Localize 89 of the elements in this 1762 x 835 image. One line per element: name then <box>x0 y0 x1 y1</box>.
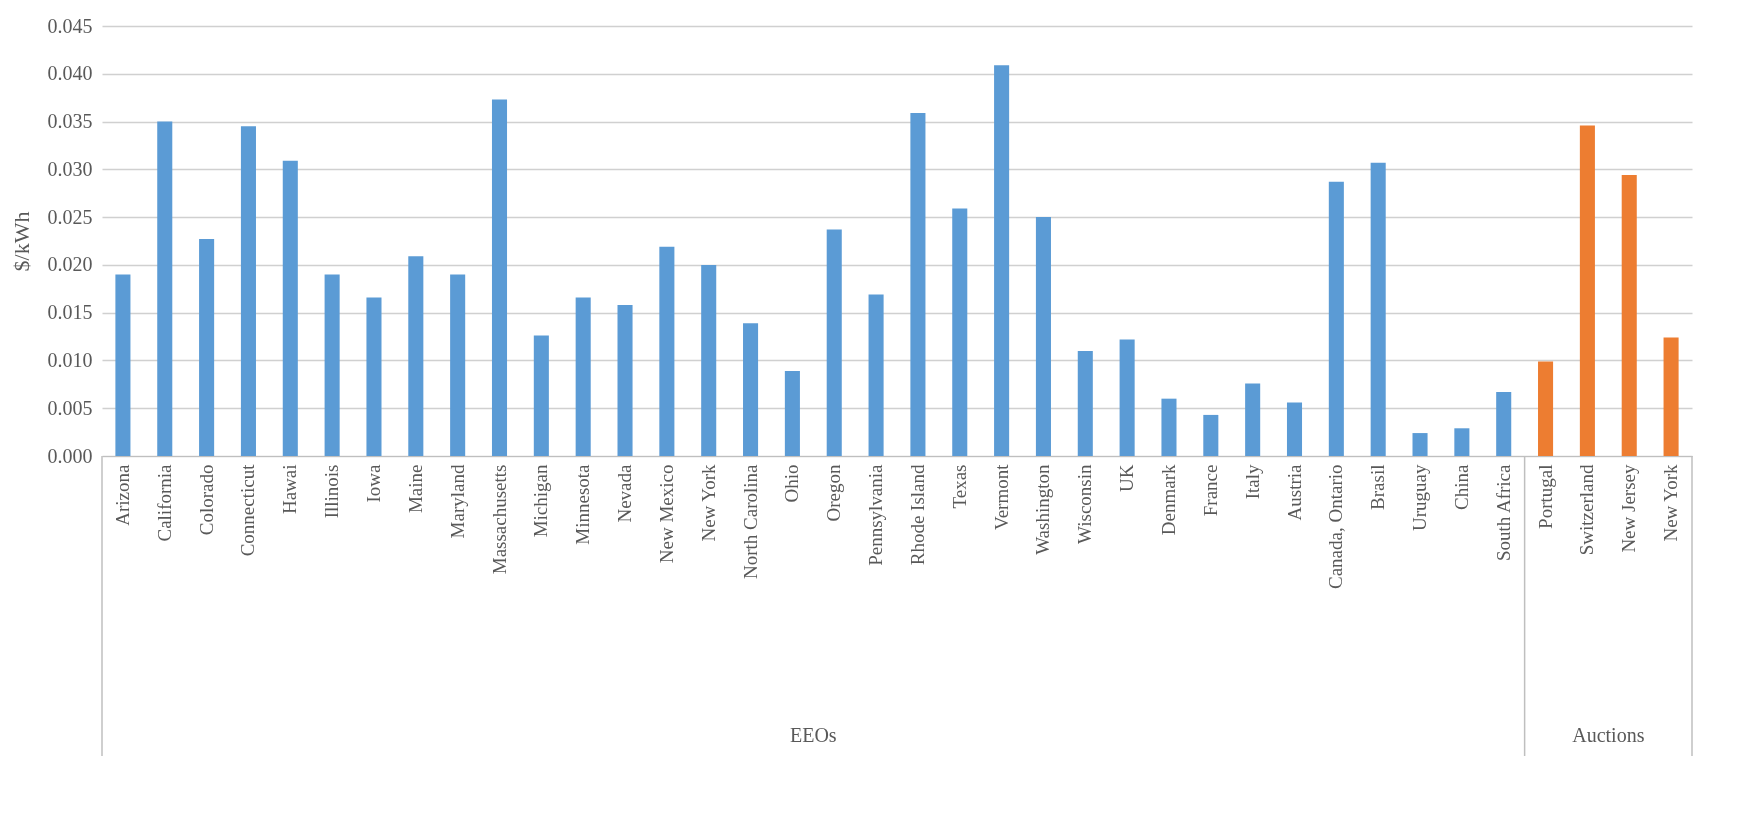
bar <box>784 370 800 456</box>
bar <box>617 305 633 456</box>
x-tick-label: France <box>1199 464 1221 517</box>
x-tick-label: Nevada <box>614 463 636 523</box>
bar <box>1119 339 1135 456</box>
text: Auctions <box>1572 724 1645 746</box>
x-tick-label: Arizona <box>111 463 133 526</box>
y-tick-label: 0.020 <box>47 253 93 276</box>
x-tick-label: UK <box>1116 464 1138 492</box>
bar <box>115 274 131 456</box>
bar <box>366 297 382 456</box>
y-tick-label: 0.005 <box>47 396 93 419</box>
x-tick-label: China <box>1450 463 1472 510</box>
x-tick-label: Maryland <box>446 464 468 539</box>
x-tick-label: Italy <box>1241 464 1263 500</box>
x-tick-label: Maine <box>404 464 426 514</box>
bar <box>1286 402 1303 456</box>
y-axis-title: $/kWh <box>8 211 34 272</box>
x-tick-label: Ohio <box>781 464 803 503</box>
bar <box>1077 350 1093 456</box>
bar <box>743 323 759 456</box>
x-tick-label: Rhode Island <box>906 464 928 566</box>
x-tick-label: Colorado <box>195 464 217 536</box>
bar <box>826 229 842 456</box>
x-tick-label: Vermont <box>990 463 1012 530</box>
bar <box>1245 383 1261 456</box>
x-tick-label: Massachusetts <box>488 464 510 575</box>
bar <box>1035 217 1051 456</box>
x-tick-label: North Carolina <box>739 463 761 580</box>
bar <box>240 126 256 456</box>
x-tick-label: Michigan <box>530 464 552 538</box>
y-tick-label: 0.010 <box>47 348 93 371</box>
x-tick-label: New Jersey <box>1618 464 1640 553</box>
bar <box>659 246 675 456</box>
bar <box>282 160 298 456</box>
x-tick-label: New York <box>1660 464 1682 542</box>
bar <box>533 335 549 456</box>
bar <box>324 274 340 456</box>
x-tick-label: South Africa <box>1492 463 1514 562</box>
x-tick-label: Illinois <box>321 464 343 519</box>
bar <box>1412 433 1428 456</box>
bar <box>157 121 173 456</box>
bar <box>994 65 1010 456</box>
y-tick-label: 0.035 <box>47 110 93 133</box>
bar <box>575 297 591 456</box>
bar <box>1370 162 1386 456</box>
bar <box>491 99 508 456</box>
text: EEOs <box>789 724 837 746</box>
bar <box>1328 181 1344 456</box>
x-tick-label: Texas <box>948 464 970 509</box>
y-tick-label: 0.045 <box>47 14 93 37</box>
y-tick-label: 0.040 <box>47 62 93 85</box>
bar <box>952 208 968 456</box>
bar <box>408 256 424 456</box>
bar <box>450 274 466 456</box>
bar <box>1454 428 1470 456</box>
bar <box>1663 337 1679 456</box>
bar <box>1496 391 1512 456</box>
bar <box>701 264 717 456</box>
x-tick-label: Minnesota <box>572 463 594 545</box>
bar <box>1621 175 1637 456</box>
y-tick-label: 0.030 <box>47 157 93 180</box>
x-tick-label: Uruguay <box>1409 464 1431 531</box>
x-tick-label: Connecticut <box>237 463 259 557</box>
x-tick-label: Hawai <box>279 464 301 515</box>
bar <box>1161 398 1177 456</box>
bar <box>1203 414 1219 456</box>
x-tick-label: Switzerland <box>1576 464 1598 556</box>
x-tick-label: Portugal <box>1534 464 1556 529</box>
x-tick-label: Canada, Ontario <box>1325 464 1347 590</box>
y-tick-label: 0.000 <box>47 444 93 467</box>
x-tick-label: Iowa <box>362 463 384 503</box>
x-tick-label: Austria <box>1283 463 1305 521</box>
bar <box>910 112 926 456</box>
x-tick-label: Wisconsin <box>1074 464 1096 544</box>
x-tick-label: New Mexico <box>655 464 677 564</box>
x-tick-label: Brasil <box>1367 464 1389 510</box>
x-tick-label: Washington <box>1032 464 1054 555</box>
bar <box>868 294 884 456</box>
bar <box>199 239 215 456</box>
x-tick-label: Denmark <box>1157 464 1179 536</box>
x-tick-label: New York <box>697 464 719 542</box>
bar <box>1579 125 1595 456</box>
bar <box>1538 361 1554 456</box>
y-tick-label: 0.015 <box>47 301 93 324</box>
x-tick-label: California <box>153 463 175 542</box>
y-tick-label: 0.025 <box>47 205 93 228</box>
x-tick-label: Oregon <box>823 464 845 522</box>
x-tick-label: Pennsylvania <box>865 463 887 566</box>
